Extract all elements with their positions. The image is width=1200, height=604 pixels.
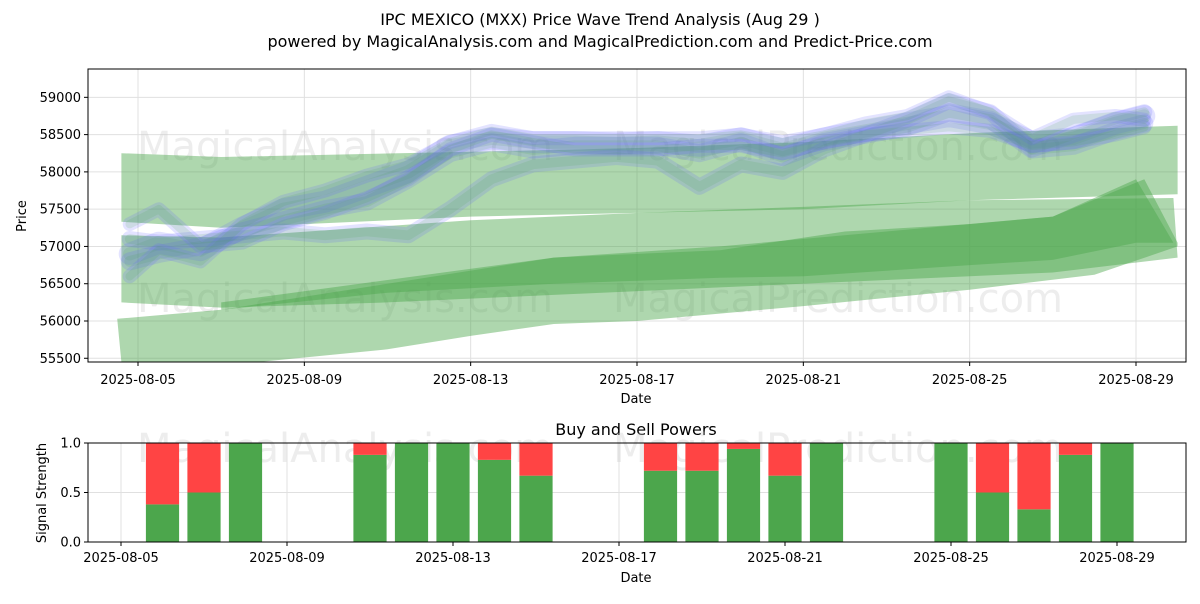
price-y-tick-label: 58500 xyxy=(40,128,81,143)
price-y-ticks: 55500 56000 56500 57000 57500 58000 58500 59000 xyxy=(40,91,88,367)
price-x-tick-label: 2025-08-13 xyxy=(433,373,509,388)
buy-bar xyxy=(1100,443,1134,542)
green-band-lower-channel xyxy=(117,179,1178,362)
green-band-upper-channel xyxy=(121,125,1178,228)
sell-bar xyxy=(643,443,678,471)
sell-bar xyxy=(477,443,512,460)
buy-bar xyxy=(394,443,429,542)
signal-x-tick-label: 2025-08-13 xyxy=(415,551,491,566)
buy-bar xyxy=(228,443,263,542)
blue-wave-4 xyxy=(122,120,1152,254)
signal-x-tick-label: 2025-08-17 xyxy=(581,551,657,566)
buy-bar xyxy=(934,443,968,542)
blue-wave-3 xyxy=(122,90,1152,284)
watermark-prediction: MagicalPrediction.com xyxy=(613,124,1063,170)
signal-chart-title: Buy and Sell Powers xyxy=(555,420,717,439)
sell-bar xyxy=(519,443,553,476)
price-grid xyxy=(88,69,1186,362)
price-y-tick-label: 55500 xyxy=(40,352,81,367)
price-chart: MagicalAnalysis.com MagicalPrediction.co… xyxy=(15,68,1187,407)
green-band-middle-channel xyxy=(121,198,1178,308)
sell-bar xyxy=(353,443,387,455)
price-x-tick-label: 2025-08-05 xyxy=(100,373,176,388)
buy-bar xyxy=(436,443,470,542)
buy-bar xyxy=(1017,509,1051,542)
price-x-tick-label: 2025-08-21 xyxy=(766,373,842,388)
buy-bar xyxy=(768,475,802,542)
watermark-analysis: MagicalAnalysis.com xyxy=(137,124,553,170)
price-x-ticks: 2025-08-05 2025-08-09 2025-08-13 2025-08-17… xyxy=(100,362,1174,388)
buy-bar xyxy=(145,504,180,542)
signal-x-tick-label: 2025-08-25 xyxy=(913,551,989,566)
buy-bar xyxy=(1058,454,1093,542)
blue-wave-2 xyxy=(121,93,1153,251)
sell-bar xyxy=(187,443,221,493)
buy-bar xyxy=(975,492,1010,542)
signal-x-tick-label: 2025-08-21 xyxy=(747,551,823,566)
price-y-tick-label: 57000 xyxy=(40,240,81,255)
signal-y-tick-label: 0.0 xyxy=(60,536,81,551)
green-bands xyxy=(117,125,1178,362)
price-x-tick-label: 2025-08-09 xyxy=(267,373,343,388)
signal-x-tick-label: 2025-08-09 xyxy=(249,551,325,566)
blue-waves xyxy=(118,90,1156,284)
buy-bar xyxy=(353,454,387,542)
buy-bar xyxy=(519,475,553,542)
signal-x-label: Date xyxy=(620,571,651,586)
chart-subtitle: powered by MagicalAnalysis.com and Magic… xyxy=(267,32,932,51)
buy-bar xyxy=(477,459,512,542)
buy-bar xyxy=(726,448,761,542)
signal-y-ticks: 0.0 0.5 1.0 xyxy=(60,437,88,551)
sell-bar xyxy=(768,443,802,476)
watermark-analysis-2: MagicalAnalysis.com xyxy=(137,276,553,322)
buy-bar xyxy=(809,443,844,542)
price-x-tick-label: 2025-08-25 xyxy=(932,373,1008,388)
price-watermarks: MagicalAnalysis.com MagicalPrediction.co… xyxy=(137,124,1063,322)
price-y-tick-label: 59000 xyxy=(40,91,81,106)
signal-x-tick-label: 2025-08-05 xyxy=(83,551,159,566)
blue-wave-overlay-1 xyxy=(124,106,1150,267)
price-x-tick-label: 2025-08-17 xyxy=(599,373,675,388)
sell-bar xyxy=(1058,443,1093,455)
signal-x-tick-label: 2025-08-29 xyxy=(1079,551,1155,566)
sell-bar xyxy=(975,443,1010,493)
price-y-tick-label: 56000 xyxy=(40,314,81,329)
blue-wave-overlay-0 xyxy=(123,109,1151,261)
buy-bar xyxy=(187,492,221,542)
price-x-label: Date xyxy=(620,392,651,407)
signal-chart: Buy and Sell Powers MagicalAnalysis.com … xyxy=(35,420,1187,586)
blue-wave-overlay-3 xyxy=(125,93,1149,281)
price-y-label: Price xyxy=(15,200,30,232)
signal-y-tick-label: 0.5 xyxy=(60,486,81,501)
sell-bar xyxy=(1017,443,1051,510)
price-y-tick-label: 57500 xyxy=(40,203,81,218)
buy-bar xyxy=(685,470,719,542)
sell-bar xyxy=(726,443,761,449)
blue-wave-overlay-2 xyxy=(124,96,1150,248)
signal-bars xyxy=(145,443,1134,542)
chart-title: IPC MEXICO (MXX) Price Wave Trend Analys… xyxy=(380,10,820,29)
signal-x-ticks: 2025-08-05 2025-08-09 2025-08-13 2025-08-17… xyxy=(83,542,1155,566)
buy-bar xyxy=(643,470,678,542)
sell-bar xyxy=(685,443,719,471)
signal-y-tick-label: 1.0 xyxy=(60,437,81,452)
blue-wave-1 xyxy=(120,103,1154,271)
blue-wave-0 xyxy=(118,105,1156,265)
price-x-tick-label: 2025-08-29 xyxy=(1098,373,1174,388)
price-y-tick-label: 58000 xyxy=(40,165,81,180)
watermark-prediction-2: MagicalPrediction.com xyxy=(613,276,1063,322)
green-band-trend-core xyxy=(221,179,1174,310)
price-y-tick-label: 56500 xyxy=(40,277,81,292)
sell-bar xyxy=(145,443,180,505)
signal-y-label: Signal Strength xyxy=(35,443,50,543)
blue-wave-overlay-4 xyxy=(125,123,1149,251)
